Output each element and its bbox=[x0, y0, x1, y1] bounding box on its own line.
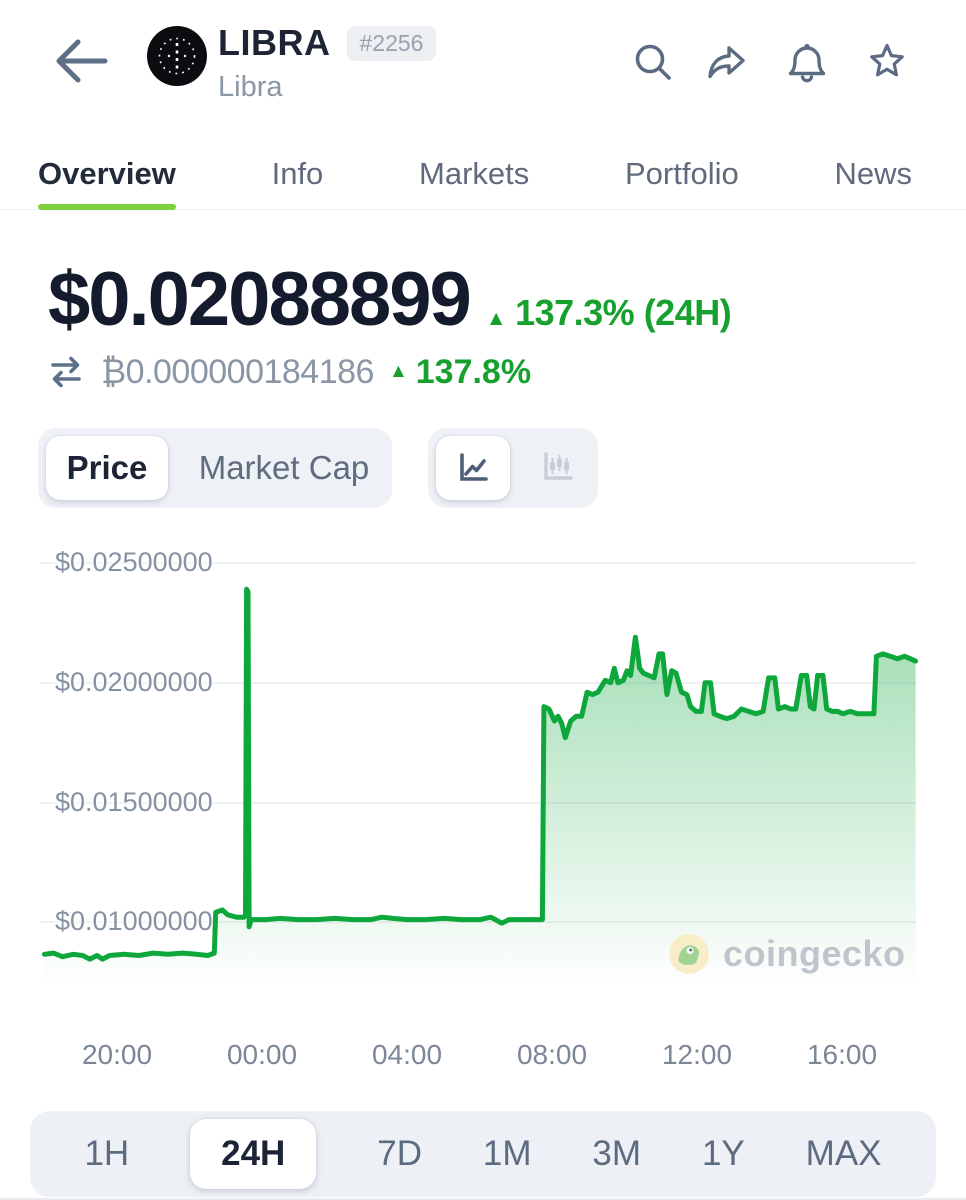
price-line bbox=[41, 586, 919, 962]
share-icon bbox=[708, 46, 745, 79]
tab-news[interactable]: News bbox=[834, 138, 912, 209]
y-axis-label: $0.02000000 bbox=[55, 667, 213, 697]
btc-change: ▲ 137.8% bbox=[389, 353, 531, 392]
range-7d[interactable]: 7D bbox=[377, 1134, 422, 1173]
price-change-value: 137.3% (24H) bbox=[515, 292, 732, 333]
gridline bbox=[40, 802, 916, 804]
back-arrow-icon bbox=[56, 39, 108, 83]
x-axis-label: 00:00 bbox=[226, 1039, 298, 1070]
price-area bbox=[44, 589, 916, 985]
candlestick-icon bbox=[544, 452, 573, 480]
tab-label: News bbox=[834, 155, 912, 191]
price-chart-svg bbox=[41, 586, 919, 985]
range-max[interactable]: MAX bbox=[805, 1134, 882, 1173]
range-1h[interactable]: 1H bbox=[84, 1134, 130, 1173]
marketcap-toggle-button[interactable]: Market Cap bbox=[176, 449, 392, 487]
tab-overview[interactable]: Overview bbox=[38, 138, 176, 210]
price-chart[interactable]: $0.02500000 $0.02000000 $0.01500000 $0.0… bbox=[0, 545, 966, 1015]
coin-logo bbox=[147, 26, 207, 86]
range-1y[interactable]: 1Y bbox=[701, 1134, 745, 1173]
tab-portfolio[interactable]: Portfolio bbox=[625, 138, 739, 209]
star-icon bbox=[870, 43, 904, 77]
tab-bar: Overview Info Markets Portfolio News bbox=[0, 138, 966, 210]
price-marketcap-toggle: Price Market Cap bbox=[38, 428, 392, 508]
coin-identity: LIBRA #2256 Libra bbox=[218, 22, 437, 104]
coin-name: Libra bbox=[218, 71, 283, 103]
gridline bbox=[40, 562, 916, 564]
x-axis: 20:00 00:00 04:00 08:00 12:00 16:00 bbox=[0, 1025, 966, 1085]
bell-icon bbox=[788, 43, 826, 83]
price-change-24h: ▲ 137.3% (24H) bbox=[485, 292, 732, 334]
share-button[interactable] bbox=[705, 40, 749, 84]
tab-label: Overview bbox=[38, 155, 176, 191]
chart-type-toggle bbox=[428, 428, 598, 508]
x-axis-label: 04:00 bbox=[371, 1039, 443, 1070]
y-axis-label: $0.01500000 bbox=[55, 787, 213, 817]
tab-label: Info bbox=[271, 155, 324, 191]
line-chart-button[interactable] bbox=[436, 436, 510, 500]
range-1m[interactable]: 1M bbox=[482, 1134, 532, 1173]
notifications-button[interactable] bbox=[785, 40, 829, 84]
up-triangle-icon: ▲ bbox=[485, 307, 507, 330]
search-icon bbox=[635, 44, 671, 80]
coin-symbol: LIBRA bbox=[218, 22, 331, 63]
active-tab-underline bbox=[38, 204, 176, 210]
x-axis-label: 16:00 bbox=[806, 1039, 878, 1070]
tab-label: Markets bbox=[419, 155, 530, 191]
tab-info[interactable]: Info bbox=[272, 138, 324, 209]
favorite-button[interactable] bbox=[865, 40, 909, 84]
range-3m[interactable]: 3M bbox=[592, 1134, 642, 1173]
price-toggle-button[interactable]: Price bbox=[46, 436, 168, 500]
y-axis-label: $0.01000000 bbox=[55, 906, 213, 936]
btc-price-row: ₿0.000000184186 ▲ 137.8% bbox=[46, 352, 531, 392]
back-button[interactable] bbox=[52, 36, 110, 88]
x-axis-label: 12:00 bbox=[661, 1039, 733, 1070]
price-usd: $0.02088899 bbox=[48, 257, 472, 342]
search-button[interactable] bbox=[631, 40, 675, 84]
line-chart-icon bbox=[460, 453, 488, 481]
tab-label: Portfolio bbox=[625, 155, 739, 191]
tab-markets[interactable]: Markets bbox=[419, 138, 529, 209]
btc-change-value: 137.8% bbox=[415, 352, 532, 391]
time-range-selector: 1H 24H 7D 1M 3M 1Y MAX bbox=[30, 1111, 936, 1197]
x-axis-label: 20:00 bbox=[81, 1039, 153, 1070]
coingecko-watermark: coingecko bbox=[668, 933, 906, 975]
range-24h[interactable]: 24H bbox=[190, 1119, 317, 1189]
rank-badge: #2256 bbox=[346, 25, 437, 61]
swap-icon[interactable] bbox=[46, 352, 86, 392]
bottom-divider bbox=[0, 1198, 966, 1200]
price-row: $0.02088899 ▲ 137.3% (24H) bbox=[48, 256, 732, 343]
watermark-text: coingecko bbox=[723, 933, 906, 974]
y-axis-label: $0.02500000 bbox=[55, 547, 213, 577]
price-btc: ₿0.000000184186 bbox=[101, 352, 374, 391]
x-axis-label: 08:00 bbox=[516, 1039, 588, 1070]
gridline bbox=[40, 682, 916, 684]
up-triangle-icon: ▲ bbox=[388, 361, 408, 382]
candlestick-chart-button[interactable] bbox=[518, 448, 598, 488]
coingecko-gecko-icon bbox=[669, 934, 709, 974]
